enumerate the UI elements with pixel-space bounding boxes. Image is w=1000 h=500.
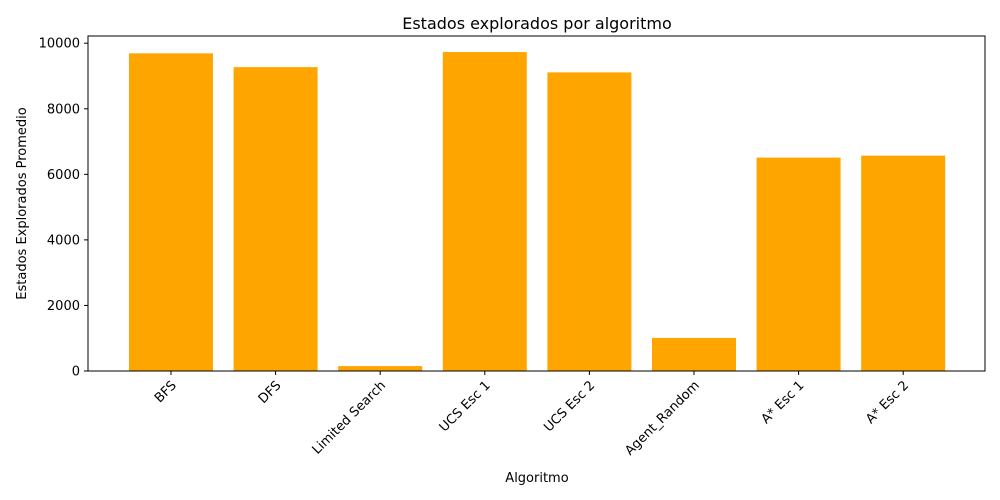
x-axis: BFS DFS Limited Search UCS Esc 1 UCS Esc 2 Ag… — [152, 371, 912, 459]
y-tick-label: 6000 — [47, 168, 80, 183]
x-tick-label: BFS — [152, 378, 180, 406]
x-tick-label: Limited Search — [310, 378, 389, 457]
x-tick-label: A* Esc 1 — [759, 378, 808, 427]
x-tick-label: DFS — [256, 378, 285, 407]
plot-frame — [87, 35, 986, 372]
bar-ucs-esc-2 — [547, 72, 632, 372]
bar-a-esc-2 — [861, 155, 946, 371]
x-tick-label: UCS Esc 1 — [437, 378, 494, 435]
y-tick-label: 8000 — [47, 102, 80, 117]
bar-dfs — [233, 67, 318, 371]
chart-title: Estados explorados por algoritmo — [402, 14, 672, 33]
x-tick-label: A* Esc 2 — [863, 378, 912, 427]
bar-ucs-esc-1 — [442, 52, 527, 371]
bar-a-esc-1 — [756, 157, 841, 371]
y-axis: 0 2000 4000 6000 8000 10000 — [39, 37, 88, 380]
x-tick-label: UCS Esc 2 — [541, 378, 598, 435]
bars — [129, 52, 946, 372]
y-tick-label: 0 — [72, 365, 80, 380]
x-axis-label: Algoritmo — [505, 471, 568, 486]
y-tick-label: 4000 — [47, 233, 80, 248]
y-axis-label: Estados Explorados Promedio — [15, 107, 30, 299]
bar-bfs — [129, 53, 213, 371]
bar-limited-search — [338, 366, 423, 371]
x-tick-label: Agent_Random — [622, 378, 702, 458]
y-tick-label: 10000 — [39, 37, 80, 52]
bar-agent-random — [652, 337, 736, 371]
y-tick-label: 2000 — [47, 299, 80, 314]
